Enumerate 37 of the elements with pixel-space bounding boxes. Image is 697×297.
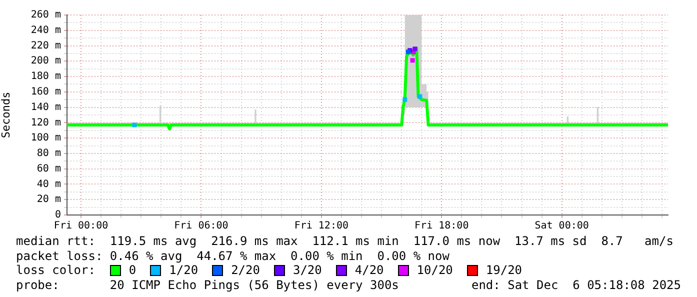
text: probe: 20 ICMP Echo Pings (56 Bytes) every 300s [16, 278, 399, 292]
y-tick-label: 240 m [30, 24, 61, 36]
y-tick-label: 20 m [36, 194, 61, 206]
y-tick-label: 0 [54, 210, 61, 221]
text: end: Sat Dec 6 05:18:08 2025 [471, 278, 681, 292]
x-tick-label: Fri 00:00 [54, 220, 108, 232]
x-tick-label: Fri 06:00 [174, 220, 228, 232]
legend-label: 10/20 [416, 263, 453, 278]
y-tick-label: 100 m [30, 132, 61, 144]
x-tick-label: Fri 18:00 [414, 220, 469, 232]
legend-label: 0 [128, 263, 136, 278]
point [418, 94, 422, 99]
y-tick-label: 140 m [30, 102, 61, 113]
y-tick-label: 220 m [30, 40, 61, 52]
y-tick-label: 80 m [36, 148, 61, 160]
legend-label: 19/20 [486, 263, 522, 278]
text: packet loss: 0.46 % avg 44.67 % max 0.00 % min 0.00 % now [16, 248, 450, 263]
y-tick-label: 260 m [30, 10, 61, 21]
point [402, 97, 408, 102]
point [132, 122, 137, 128]
y-axis-title: Seconds [0, 92, 12, 138]
y-tick-label: 160 m [30, 86, 61, 98]
x-tick-label: Fri 12:00 [294, 220, 349, 232]
legend-label: 3/20 [292, 263, 322, 278]
point [410, 58, 415, 63]
y-tick-label: 200 m [30, 56, 61, 67]
legend-label: 2/20 [231, 263, 260, 278]
x-tick-label: Sat 00:00 [534, 220, 589, 232]
y-tick-label: 120 m [30, 117, 61, 128]
legend-title: loss color: [16, 263, 96, 278]
legend-label: 1/20 [169, 263, 198, 278]
text: median rtt: 119.5 ms avg 216.9 ms max 112.1 ms min 117.0 ms now 13.7 ms sd 8.7 am/s [16, 234, 674, 248]
y-tick-label: 60 m [36, 163, 61, 174]
legend-label: 4/20 [354, 263, 384, 278]
point [412, 46, 418, 52]
y-tick-label: 40 m [36, 178, 61, 190]
y-tick-label: 180 m [30, 71, 61, 82]
